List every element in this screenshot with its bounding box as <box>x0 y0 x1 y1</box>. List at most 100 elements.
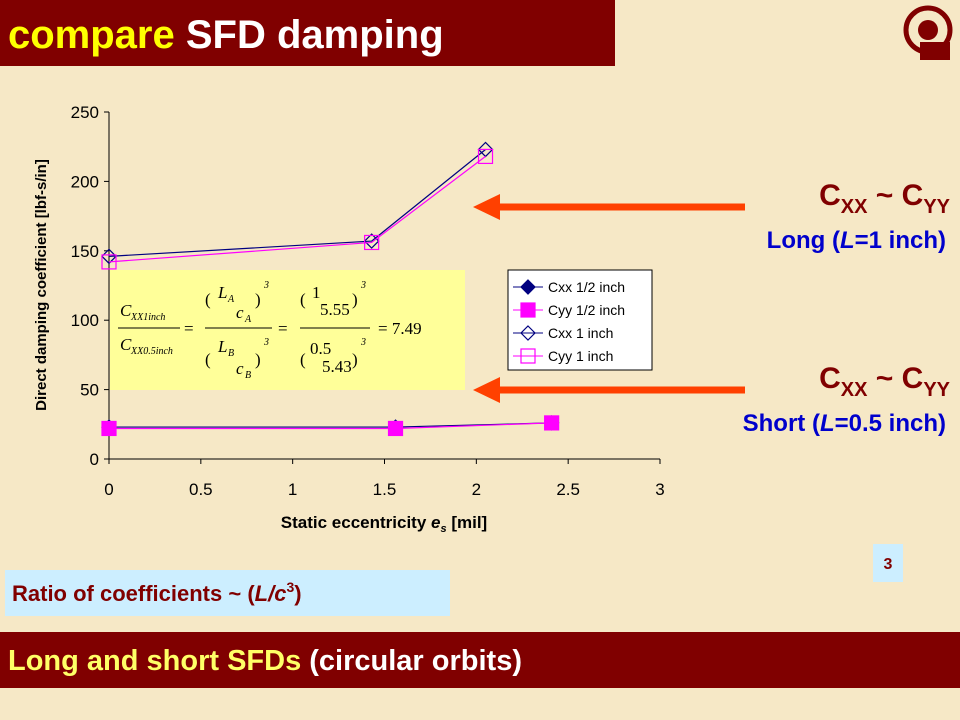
paren: ( <box>300 290 306 309</box>
paren: ) <box>352 290 358 309</box>
y-tick-label: 150 <box>71 242 99 261</box>
logo <box>903 5 953 60</box>
t: L/c <box>255 581 287 606</box>
footer-bar <box>0 632 960 688</box>
y-tick-label: 250 <box>71 103 99 122</box>
page-box <box>873 544 903 582</box>
eq-text: = <box>184 319 194 338</box>
footer: Long and short SFDs (circular orbits) <box>8 645 522 677</box>
marker <box>520 302 536 318</box>
annotation-title: CXX ~ CYY <box>819 362 951 401</box>
eq-text: 3 <box>360 337 366 348</box>
eq-text: 3 <box>360 280 366 291</box>
t: ) <box>294 581 301 606</box>
eq-text: = <box>278 319 288 338</box>
ratio-text: Ratio of coefficients ~ (L/c3) <box>12 579 302 606</box>
plot: 0 50 100 150 200 250 0 0.5 1 1.5 2 2.5 3 Direct dampi… <box>33 103 665 535</box>
paren: ( <box>205 350 211 369</box>
eq-text: C <box>120 301 132 320</box>
equation-box <box>110 270 465 390</box>
title-accent: compare <box>8 13 175 57</box>
legend-label: Cxx 1/2 inch <box>548 279 625 295</box>
x-tick-label: 2.5 <box>556 480 580 499</box>
eq-text: 5.43 <box>322 357 352 376</box>
eq-text: 3 <box>263 280 269 291</box>
equation: C XX1inch C XX0.5inch = (L Ac A)3 (L Bc B)3 = … <box>118 280 422 381</box>
x-axis-label: Static eccentricity es [mil] <box>281 513 487 535</box>
eq-text: A <box>227 294 235 305</box>
paren: ( <box>300 350 306 369</box>
eq-text: 0.5 <box>310 339 331 358</box>
y-tick-label: 200 <box>71 172 99 191</box>
x-tick-label: 1.5 <box>373 480 397 499</box>
eq-text: C <box>120 335 132 354</box>
eq-text: B <box>228 348 234 359</box>
paren: ) <box>255 290 261 309</box>
title-bar <box>0 0 615 66</box>
t: C <box>819 179 841 212</box>
x-label-var: e <box>431 513 440 532</box>
x-tick-label: 3 <box>655 480 664 499</box>
y-tick-label: 50 <box>80 381 99 400</box>
marker <box>387 420 404 437</box>
t: 3 <box>286 579 294 595</box>
ratio-box <box>5 570 450 616</box>
title: compare SFD damping <box>8 13 444 57</box>
x-label-text: Static eccentricity <box>281 513 431 532</box>
eq-text: c <box>236 359 244 378</box>
y-tick-label: 100 <box>71 311 99 330</box>
t: ~ C <box>867 362 923 395</box>
t: ~ C <box>867 179 923 212</box>
annotation-title: CXX ~ CYY <box>819 179 951 218</box>
eq-text: B <box>245 370 251 381</box>
legend-label: Cyy 1/2 inch <box>548 302 625 318</box>
legend: Cxx 1/2 inch Cyy 1/2 inch Cxx 1 inch Cyy 1 … <box>507 269 653 371</box>
eq-text: XX1inch <box>130 312 165 323</box>
arrows <box>473 194 745 403</box>
t: Long ( <box>767 227 840 254</box>
series-line <box>108 155 486 263</box>
x-tick-label: 2 <box>472 480 481 499</box>
x-label-unit: [mil] <box>447 513 488 532</box>
series-line <box>108 149 486 257</box>
marker <box>520 348 536 364</box>
marker <box>477 148 494 165</box>
t: Ratio of coefficients ~ ( <box>12 581 255 606</box>
eq-text: 1 <box>312 283 321 302</box>
t: XX <box>841 379 868 401</box>
t: XX <box>841 196 868 218</box>
page-number: 3 <box>884 556 893 573</box>
title-rest: SFD damping <box>175 13 444 57</box>
x-label-sub: s <box>440 523 446 535</box>
y-axis-label: Direct damping coefficient [lbf-s/in] <box>33 159 50 411</box>
marker <box>364 234 380 251</box>
paren: ) <box>352 350 358 369</box>
marker <box>101 248 117 265</box>
t: YY <box>923 379 950 401</box>
paren: ( <box>205 290 211 309</box>
eq-text: 5.55 <box>320 300 350 319</box>
eq-text: XX0.5inch <box>130 346 173 357</box>
t: =1 inch) <box>855 227 946 254</box>
paren: ) <box>255 350 261 369</box>
marker <box>520 325 536 341</box>
legend-label: Cxx 1 inch <box>548 325 613 341</box>
t: Short ( <box>743 410 820 437</box>
t: YY <box>923 196 950 218</box>
x-tick-label: 1 <box>288 480 297 499</box>
t: L <box>840 227 855 254</box>
marker <box>101 420 117 437</box>
eq-text: = 7.49 <box>378 319 422 338</box>
t: Long and short SFDs <box>8 645 301 677</box>
annotation: Long (L=1 inch) <box>767 227 946 254</box>
marker <box>544 415 560 431</box>
legend-label: Cyy 1 inch <box>548 348 613 364</box>
t: =0.5 inch) <box>835 410 946 437</box>
t: (circular orbits) <box>301 645 522 677</box>
t: L <box>820 410 835 437</box>
eq-text: c <box>236 303 244 322</box>
t: C <box>819 362 841 395</box>
marker <box>101 254 117 270</box>
